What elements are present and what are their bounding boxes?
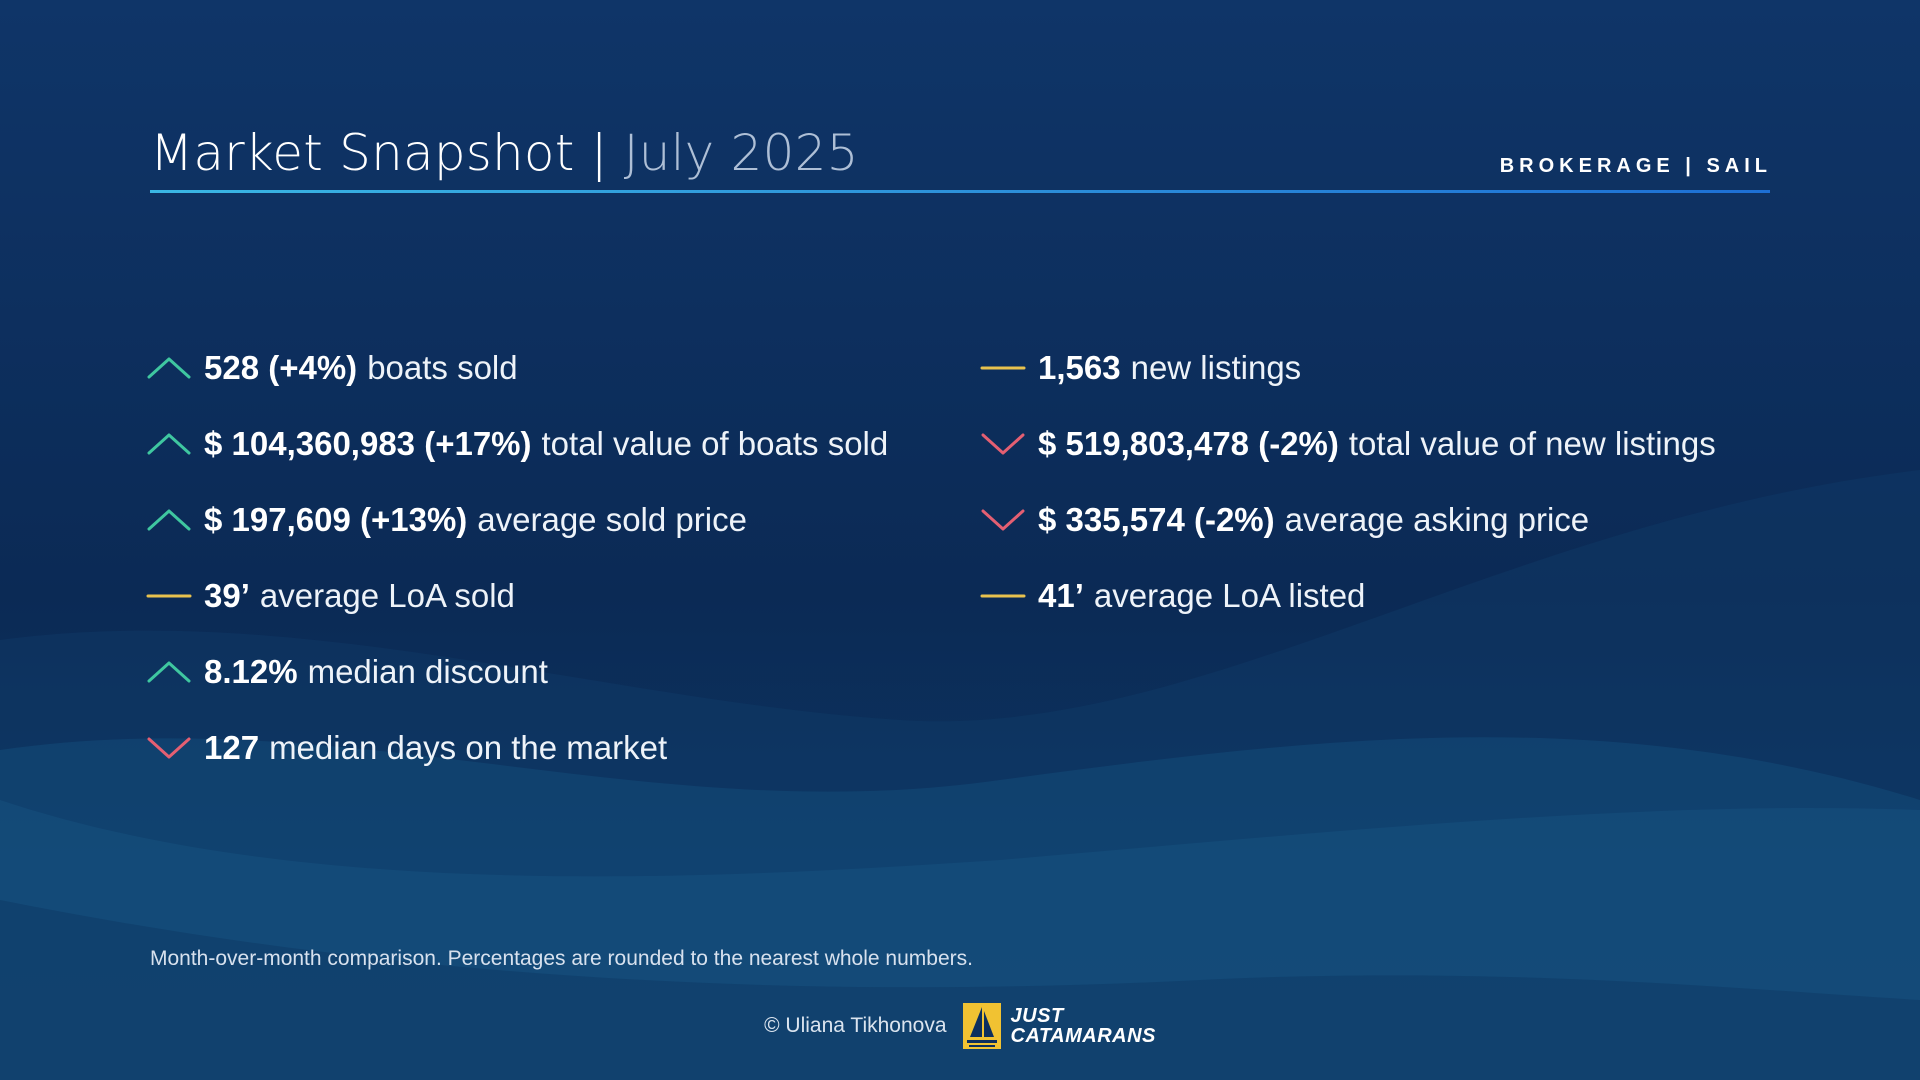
stat-row: 41’ average LoA listed <box>980 558 1716 634</box>
footer: © Uliana Tikhonova JUST CATAMARANS <box>0 998 1920 1054</box>
stat-row: 127 median days on the market <box>146 710 888 786</box>
trend-indicator <box>146 733 192 763</box>
stat-label: average LoA listed <box>1093 577 1366 614</box>
logo-line-1: JUST <box>1010 1005 1064 1027</box>
title-date: July 2025 <box>623 124 859 182</box>
stat-row: $ 197,609 (+13%) average sold price <box>146 482 888 558</box>
footnote: Month-over-month comparison. Percentages… <box>150 947 973 970</box>
copyright-credit: © Uliana Tikhonova <box>764 1014 947 1037</box>
trend-indicator <box>146 353 192 383</box>
stat-value: 127 <box>204 729 260 766</box>
trend-indicator <box>146 581 192 611</box>
stat-label: median discount <box>307 653 548 690</box>
stat-label: median days on the market <box>269 729 668 766</box>
dash-icon <box>980 366 1026 370</box>
stat-value: $ 104,360,983 (+17%) <box>204 425 532 462</box>
stat-row: 39’ average LoA sold <box>146 558 888 634</box>
stat-value: $ 519,803,478 (-2%) <box>1038 425 1339 462</box>
tagline: BROKERAGE | SAIL <box>1499 155 1772 177</box>
stats-column-sold: 528 (+4%) boats sold $ 104,360,983 (+17%) t… <box>146 330 888 786</box>
trend-indicator <box>146 429 192 459</box>
stat-row: 8.12% median discount <box>146 634 888 710</box>
stat-label: average LoA sold <box>259 577 515 614</box>
chevron-down-icon <box>981 509 1025 531</box>
stat-value: 8.12% <box>204 653 298 690</box>
sailboat-icon <box>962 1003 1001 1049</box>
chevron-down-icon <box>147 737 191 759</box>
chevron-up-icon <box>147 433 191 455</box>
stat-row: $ 335,574 (-2%) average asking price <box>980 482 1716 558</box>
stat-value: 39’ <box>204 577 250 614</box>
chevron-up-icon <box>147 661 191 683</box>
stat-value: 41’ <box>1038 577 1084 614</box>
chevron-up-icon <box>147 357 191 379</box>
dash-icon <box>146 594 192 598</box>
stat-label: average sold price <box>477 501 747 538</box>
stat-value: 1,563 <box>1038 349 1121 386</box>
page-title: Market Snapshot | July 2025 <box>150 124 859 182</box>
trend-indicator <box>980 505 1026 535</box>
stat-label: boats sold <box>367 349 518 386</box>
stat-value: 528 (+4%) <box>204 349 358 386</box>
title-main: Market Snapshot | <box>150 124 624 182</box>
chevron-down-icon <box>981 433 1025 455</box>
stat-row: $ 104,360,983 (+17%) total value of boats… <box>146 406 888 482</box>
trend-indicator <box>980 353 1026 383</box>
stat-value: $ 335,574 (-2%) <box>1038 501 1275 538</box>
stat-label: total value of new listings <box>1348 425 1716 462</box>
stat-label: total value of boats sold <box>541 425 889 462</box>
trend-indicator <box>146 657 192 687</box>
stats-column-listings: 1,563 new listings $ 519,803,478 (-2%) tota… <box>980 330 1716 634</box>
title-underline <box>150 190 1770 193</box>
stat-label: average asking price <box>1284 501 1590 538</box>
stat-label: new listings <box>1130 349 1302 386</box>
trend-indicator <box>146 505 192 535</box>
brand-logo: JUST CATAMARANS <box>962 1003 1156 1049</box>
stat-row: 1,563 new listings <box>980 330 1716 406</box>
logo-line-2: CATAMARANS <box>1010 1025 1156 1047</box>
trend-indicator <box>980 429 1026 459</box>
chevron-up-icon <box>147 509 191 531</box>
stat-row: 528 (+4%) boats sold <box>146 330 888 406</box>
trend-indicator <box>980 581 1026 611</box>
stat-row: $ 519,803,478 (-2%) total value of new li… <box>980 406 1716 482</box>
dash-icon <box>980 594 1026 598</box>
stat-value: $ 197,609 (+13%) <box>204 501 468 538</box>
